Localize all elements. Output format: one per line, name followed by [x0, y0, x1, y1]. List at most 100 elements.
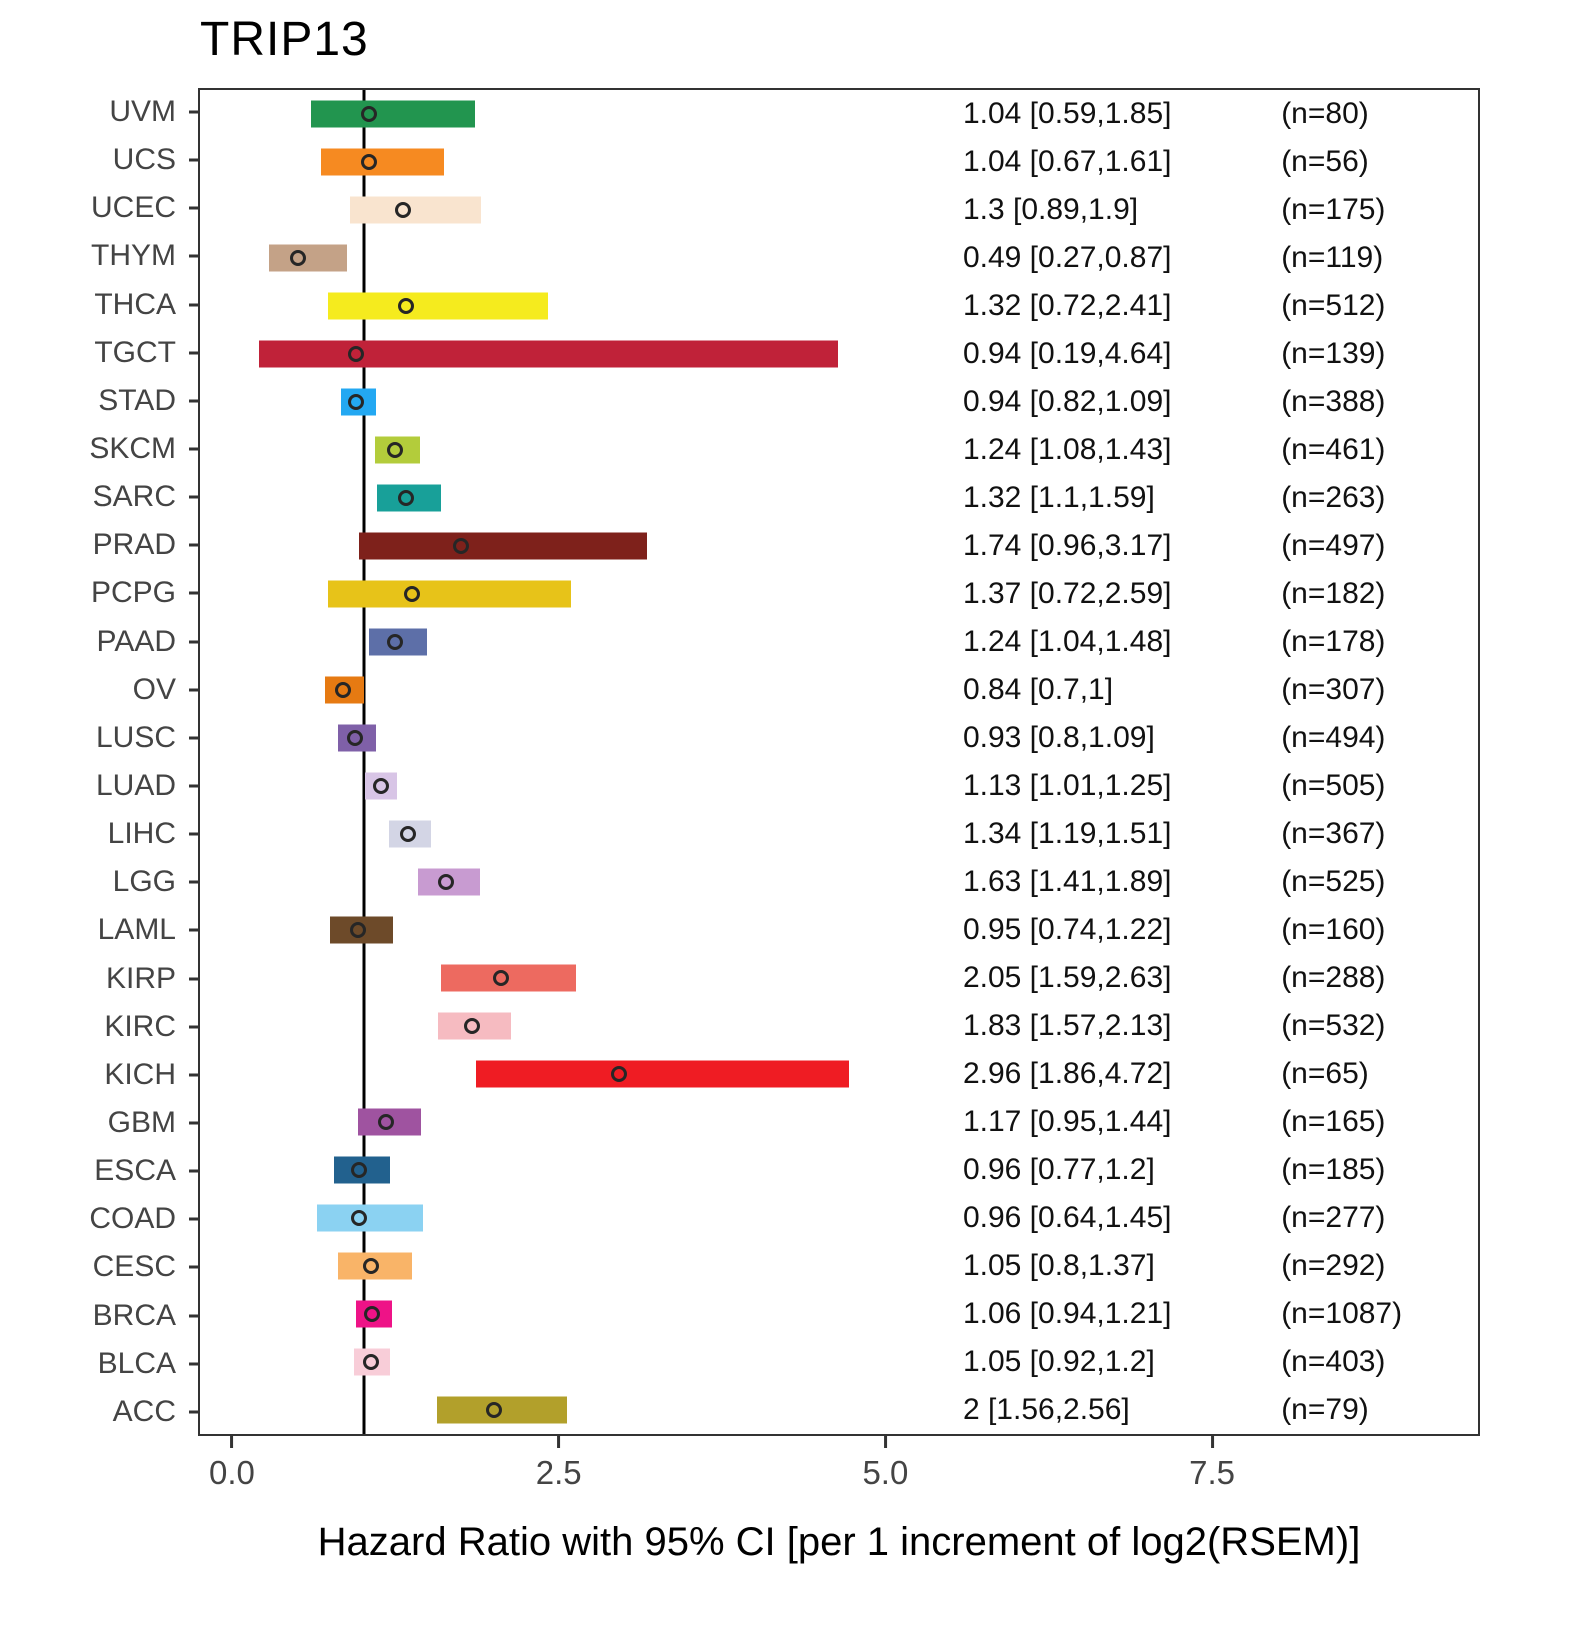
- y-tick-mark: [189, 351, 198, 355]
- ci-bar: [269, 244, 348, 272]
- forest-row-skcm: 1.24 [1.08,1.43] (n=461): [200, 426, 1478, 474]
- hr-point-marker: [395, 202, 412, 218]
- sample-size-text: (n=160): [1281, 913, 1386, 946]
- forest-row-lihc: 1.34 [1.19,1.51] (n=367): [200, 810, 1478, 858]
- y-tick-mark: [189, 303, 198, 307]
- forest-row-prad: 1.74 [0.96,3.17] (n=497): [200, 522, 1478, 570]
- hr-point-marker: [397, 490, 414, 506]
- hr-point-marker: [387, 442, 404, 458]
- hr-ci-text: 2.96 [1.86,4.72]: [962, 1057, 1172, 1090]
- ci-bar: [327, 580, 572, 608]
- hr-point-marker: [361, 154, 378, 170]
- forest-row-blca: 1.05 [0.92,1.2] (n=403): [200, 1338, 1478, 1386]
- x-tick-7.5: 7.5: [1189, 1436, 1235, 1492]
- y-label-skcm: SKCM: [0, 425, 198, 473]
- y-label-ucec: UCEC: [0, 184, 198, 232]
- hr-point-marker: [350, 1162, 367, 1178]
- hr-ci-text: 1.74 [0.96,3.17]: [962, 529, 1172, 562]
- hr-point-marker: [348, 346, 365, 362]
- x-tick-mark: [557, 1436, 561, 1448]
- y-label-ucs: UCS: [0, 136, 198, 184]
- hr-point-marker: [492, 970, 509, 986]
- y-tick-mark: [189, 447, 198, 451]
- sample-size-text: (n=139): [1281, 337, 1386, 370]
- ci-bar: [358, 532, 647, 560]
- x-tick-2.5: 2.5: [536, 1436, 582, 1492]
- sample-size-text: (n=79): [1281, 1393, 1369, 1426]
- hr-point-marker: [289, 250, 306, 266]
- hr-ci-text: 1.06 [0.94,1.21]: [962, 1297, 1172, 1330]
- ci-bar: [327, 292, 548, 320]
- y-label-cesc: CESC: [0, 1243, 198, 1291]
- hr-point-marker: [404, 586, 421, 602]
- x-axis-label: Hazard Ratio with 95% CI [per 1 incremen…: [317, 1520, 1361, 1564]
- ci-bar: [349, 196, 482, 224]
- hr-point-marker: [452, 538, 469, 554]
- y-label-lusc: LUSC: [0, 714, 198, 762]
- forest-row-thym: 0.49 [0.27,0.87] (n=119): [200, 234, 1478, 282]
- hr-ci-text: 1.17 [0.95,1.44]: [962, 1105, 1172, 1138]
- x-tick-mark: [1210, 1436, 1214, 1448]
- hr-point-marker: [486, 1402, 503, 1418]
- y-tick-mark: [189, 254, 198, 258]
- sample-size-text: (n=165): [1281, 1105, 1386, 1138]
- sample-size-text: (n=497): [1281, 529, 1386, 562]
- hr-ci-text: 0.96 [0.77,1.2]: [962, 1153, 1155, 1186]
- hr-ci-text: 1.24 [1.04,1.48]: [962, 625, 1172, 658]
- y-tick-mark: [189, 1362, 198, 1366]
- y-tick-mark: [189, 928, 198, 932]
- forest-row-cesc: 1.05 [0.8,1.37] (n=292): [200, 1242, 1478, 1290]
- forest-row-luad: 1.13 [1.01,1.25] (n=505): [200, 762, 1478, 810]
- hr-ci-text: 0.94 [0.19,4.64]: [962, 337, 1172, 370]
- sample-size-text: (n=277): [1281, 1201, 1386, 1234]
- forest-row-brca: 1.06 [0.94,1.21] (n=1087): [200, 1290, 1478, 1338]
- forest-row-kirc: 1.83 [1.57,2.13] (n=532): [200, 1002, 1478, 1050]
- x-tick-0.0: 0.0: [209, 1436, 255, 1492]
- hr-ci-text: 2.05 [1.59,2.63]: [962, 961, 1172, 994]
- y-label-coad: COAD: [0, 1195, 198, 1243]
- y-label-pcpg: PCPG: [0, 569, 198, 617]
- plot-panel: 1.04 [0.59,1.85] (n=80) 1.04 [0.67,1.61] (n…: [198, 88, 1480, 1436]
- y-tick-mark: [189, 1169, 198, 1173]
- sample-size-text: (n=56): [1281, 145, 1369, 178]
- x-tick-mark: [883, 1436, 887, 1448]
- forest-row-ucs: 1.04 [0.67,1.61] (n=56): [200, 138, 1478, 186]
- y-tick-mark: [189, 1073, 198, 1077]
- forest-row-lusc: 0.93 [0.8,1.09] (n=494): [200, 714, 1478, 762]
- forest-row-gbm: 1.17 [0.95,1.44] (n=165): [200, 1098, 1478, 1146]
- forest-row-thca: 1.32 [0.72,2.41] (n=512): [200, 282, 1478, 330]
- forest-row-stad: 0.94 [0.82,1.09] (n=388): [200, 378, 1478, 426]
- x-tick-label: 7.5: [1189, 1454, 1236, 1491]
- sample-size-text: (n=288): [1281, 961, 1386, 994]
- y-label-esca: ESCA: [0, 1147, 198, 1195]
- y-label-ov: OV: [0, 666, 198, 714]
- hr-ci-text: 1.32 [1.1,1.59]: [962, 481, 1155, 514]
- y-label-thym: THYM: [0, 232, 198, 280]
- y-label-thca: THCA: [0, 281, 198, 329]
- hr-point-marker: [363, 1306, 380, 1322]
- ci-bar: [310, 100, 475, 128]
- hr-ci-text: 0.96 [0.64,1.45]: [962, 1201, 1172, 1234]
- hr-point-marker: [378, 1114, 395, 1130]
- hr-point-marker: [397, 298, 414, 314]
- y-tick-mark: [189, 110, 198, 114]
- forest-row-sarc: 1.32 [1.1,1.59] (n=263): [200, 474, 1478, 522]
- y-label-tgct: TGCT: [0, 329, 198, 377]
- sample-size-text: (n=80): [1281, 97, 1369, 130]
- sample-size-text: (n=65): [1281, 1057, 1369, 1090]
- y-label-gbm: GBM: [0, 1099, 198, 1147]
- hr-ci-text: 1.24 [1.08,1.43]: [962, 433, 1172, 466]
- sample-size-text: (n=1087): [1281, 1297, 1403, 1330]
- y-tick-mark: [189, 591, 198, 595]
- sample-size-text: (n=525): [1281, 865, 1386, 898]
- hr-point-marker: [347, 730, 364, 746]
- hr-point-marker: [362, 1354, 379, 1370]
- sample-size-text: (n=292): [1281, 1249, 1386, 1282]
- x-tick-mark: [230, 1436, 234, 1448]
- y-tick-mark: [189, 832, 198, 836]
- ci-bar: [258, 340, 839, 368]
- sample-size-text: (n=461): [1281, 433, 1386, 466]
- hr-point-marker: [349, 922, 366, 938]
- y-tick-mark: [189, 543, 198, 547]
